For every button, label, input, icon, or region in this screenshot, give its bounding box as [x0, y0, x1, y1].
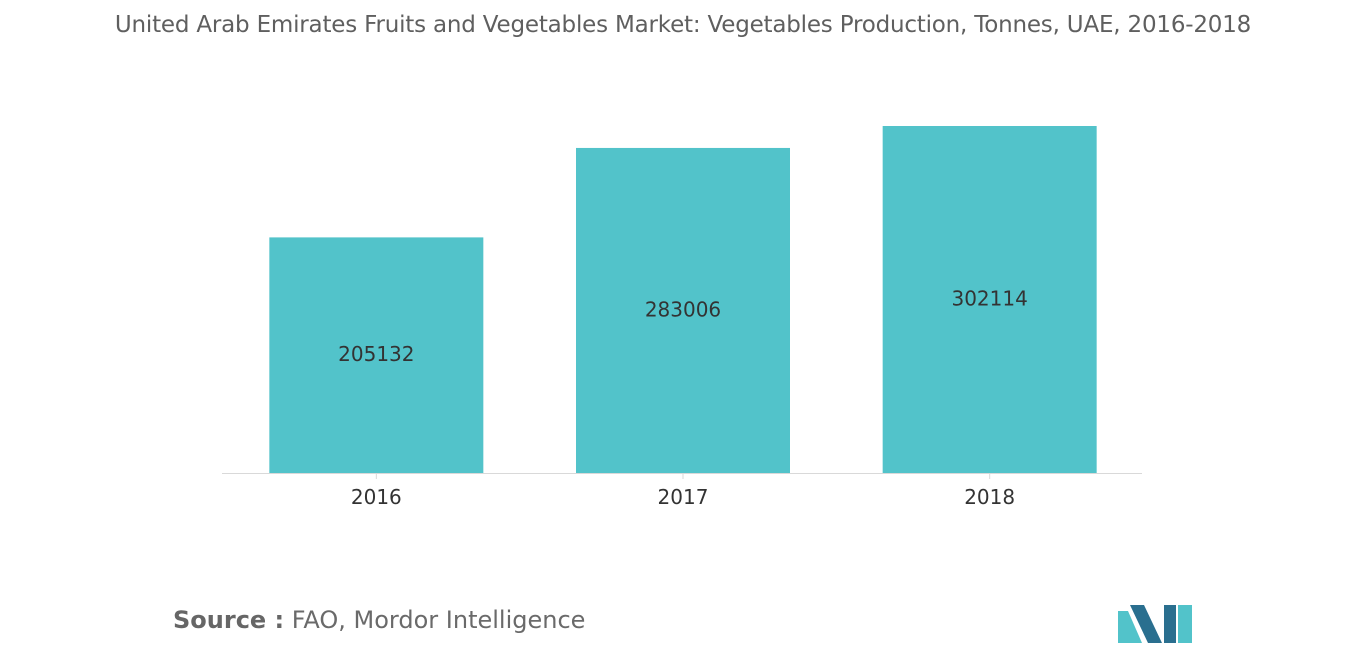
x-tick-label-2016: 2016 [351, 485, 402, 509]
logo-shape-1 [1118, 611, 1142, 643]
logo-shape-3 [1164, 605, 1176, 643]
bar-2016 [269, 237, 484, 473]
source-note: Source : FAO, Mordor Intelligence [173, 606, 585, 634]
mordor-intelligence-logo [1118, 605, 1192, 643]
data-labels-group: 205132 283006 302114 [338, 287, 1028, 367]
data-label-2016: 205132 [338, 342, 414, 366]
data-label-2017: 283006 [645, 297, 721, 321]
bar-2018 [882, 126, 1097, 473]
x-tick-label-2017: 2017 [658, 485, 709, 509]
source-text: FAO, Mordor Intelligence [291, 606, 586, 634]
chart-title: United Arab Emirates Fruits and Vegetabl… [114, 12, 1252, 38]
logo-shape-2 [1130, 605, 1162, 643]
x-tick-label-2018: 2018 [964, 485, 1015, 509]
x-ticks-group [375, 473, 991, 479]
bars-group [269, 126, 1097, 473]
data-label-2018: 302114 [951, 287, 1027, 311]
source-label: Source : [173, 606, 285, 634]
x-tick-labels-group: 2016 2017 2018 [351, 485, 1015, 509]
logo-shape-4 [1178, 605, 1192, 643]
bar-2017 [576, 147, 790, 473]
